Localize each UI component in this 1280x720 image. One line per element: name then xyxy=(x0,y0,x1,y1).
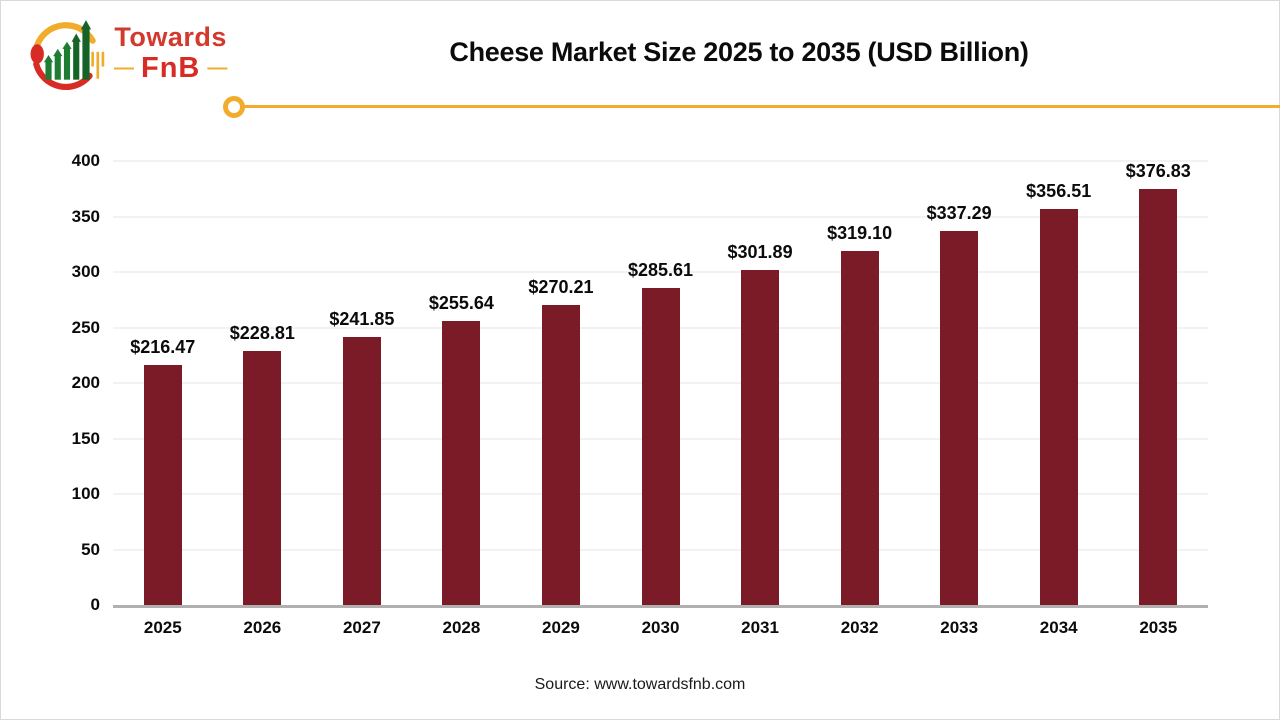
bar-column: $228.81 2026 xyxy=(213,161,313,637)
y-tick-label: 150 xyxy=(71,428,100,448)
logo-dash-right: — xyxy=(207,57,228,79)
bar-value-label: $241.85 xyxy=(329,308,395,329)
header-divider-ring-icon xyxy=(223,96,245,118)
bar xyxy=(1139,189,1178,605)
x-tick-label: 2030 xyxy=(641,618,680,637)
y-tick-label: 200 xyxy=(71,373,100,392)
bar-value-label: $319.10 xyxy=(827,222,893,243)
bar-column: $376.83 2035 xyxy=(1108,161,1208,637)
bar-value-label: $270.21 xyxy=(528,277,594,298)
logo-chart-bars xyxy=(43,20,92,80)
x-tick-label: 2027 xyxy=(342,618,381,637)
plot-columns: $216.47 2025 $228.81 2026 $241.85 2027 $255.64… xyxy=(113,161,1208,637)
bar xyxy=(342,336,381,605)
bar-column: $241.85 2027 xyxy=(312,161,412,637)
logo-dash-left: — xyxy=(114,57,134,79)
y-tick-label: 300 xyxy=(71,262,100,281)
x-tick-label: 2028 xyxy=(442,618,481,637)
x-tick-label: 2033 xyxy=(940,618,979,637)
plot-area: $216.47 2025 $228.81 2026 $241.85 2027 $255.64… xyxy=(113,160,1208,637)
y-tick-label: 350 xyxy=(71,206,100,226)
header-divider-line xyxy=(243,105,1280,108)
x-tick-label: 2034 xyxy=(1039,618,1078,637)
bar xyxy=(641,287,680,605)
y-axis-labels: 0 50 100 150 200 250 300 350 400 xyxy=(38,151,100,614)
bar xyxy=(143,364,182,605)
logo-line1: Towards xyxy=(114,21,227,52)
x-tick-label: 2032 xyxy=(840,618,879,637)
gridline xyxy=(113,160,1208,162)
x-tick-label: 2035 xyxy=(1139,618,1178,637)
bar xyxy=(541,305,580,605)
y-tick-label: 100 xyxy=(71,484,100,503)
towards-fnb-logo: Towards — FnB — xyxy=(26,14,227,92)
logo-fork xyxy=(91,51,105,79)
y-tick-label: 50 xyxy=(81,539,100,559)
bar-column: $216.47 2025 xyxy=(113,161,213,637)
logo-line2: — FnB — xyxy=(114,51,228,84)
bar xyxy=(1039,209,1078,605)
bar-column: $270.21 2029 xyxy=(511,161,611,637)
bar xyxy=(741,269,780,605)
bar-value-label: $356.51 xyxy=(1026,181,1092,202)
source-attribution: Source: www.towardsfnb.com xyxy=(534,676,746,693)
towards-fnb-logo-icon xyxy=(30,20,105,90)
bar-value-label: $337.29 xyxy=(926,202,992,223)
bar-value-label: $285.61 xyxy=(627,259,694,280)
bar-column: $255.64 2028 xyxy=(412,161,512,637)
bar-value-label: $376.83 xyxy=(1125,161,1191,181)
x-tick-label: 2025 xyxy=(143,618,182,637)
x-tick-label: 2031 xyxy=(741,618,779,637)
chart-title: Cheese Market Size 2025 to 2035 (USD Bil… xyxy=(449,37,1029,67)
gridline xyxy=(113,215,1208,218)
bar-column: $285.61 2030 xyxy=(611,161,711,637)
x-tick-label: 2029 xyxy=(542,618,580,637)
y-tick-label: 400 xyxy=(71,151,100,170)
bar xyxy=(442,321,481,605)
gridline xyxy=(113,271,1208,273)
logo-text: Towards — FnB — xyxy=(114,21,228,84)
y-tick-label: 0 xyxy=(90,595,100,614)
bar xyxy=(940,230,979,605)
bar xyxy=(840,250,879,605)
bar-value-label: $301.89 xyxy=(727,241,793,262)
y-tick-label: 250 xyxy=(71,317,100,337)
bar-column: $356.51 2034 xyxy=(1009,161,1109,637)
bar-column: $301.89 2031 xyxy=(710,161,810,637)
bar-value-label: $216.47 xyxy=(130,336,196,357)
bar xyxy=(243,351,282,605)
x-tick-label: 2026 xyxy=(243,618,282,637)
bar-value-label: $255.64 xyxy=(428,293,494,314)
bar-value-label: $228.81 xyxy=(229,323,295,344)
logo-line2-text: FnB xyxy=(141,51,201,84)
bar-column: $319.10 2032 xyxy=(810,161,910,637)
bar-column: $337.29 2033 xyxy=(909,161,1009,637)
